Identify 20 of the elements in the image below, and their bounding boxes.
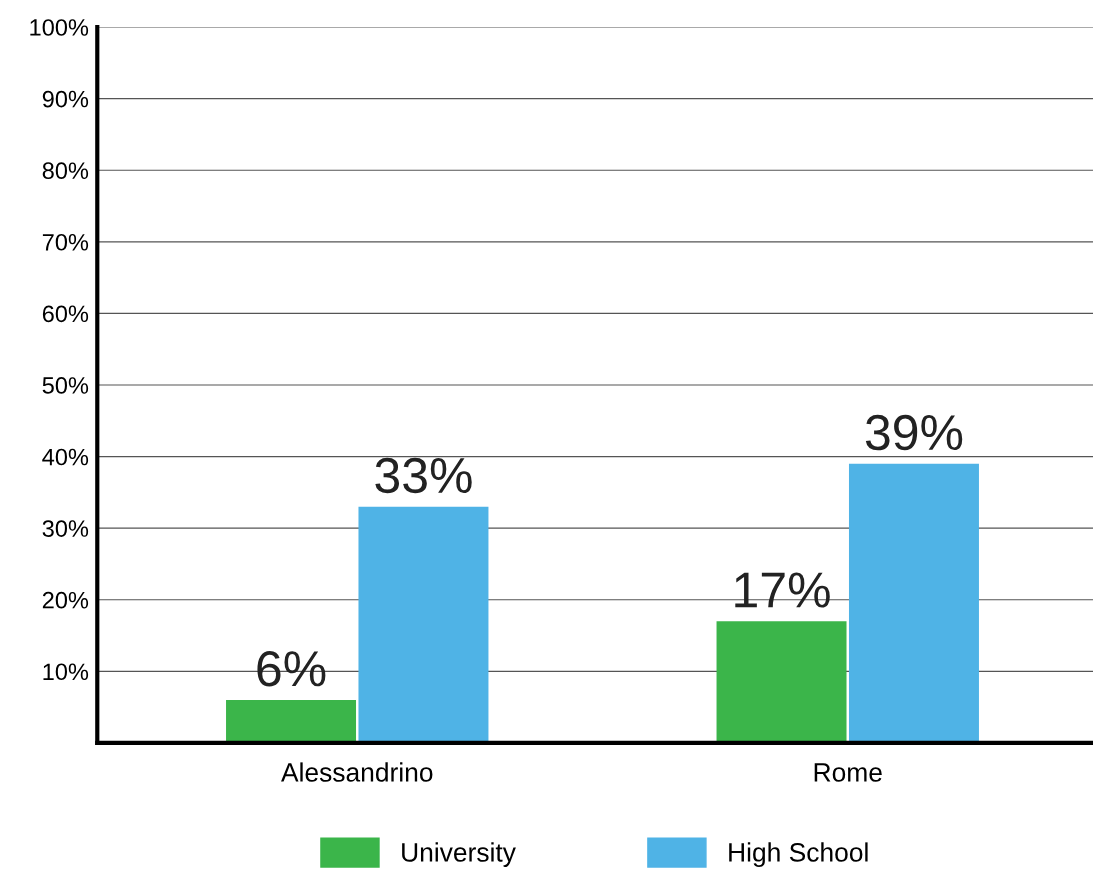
data-label: 39% xyxy=(865,414,963,451)
y-tick-label: 70% xyxy=(42,233,89,251)
y-tick-label: 100% xyxy=(30,19,89,36)
x-tick-label: Rome xyxy=(814,763,882,782)
x-tick-label: Alessandrino xyxy=(281,762,433,782)
data-label: 33% xyxy=(375,457,472,494)
legend-label: University xyxy=(402,842,516,867)
y-tick-label: 50% xyxy=(42,377,89,394)
y-tick-label: 90% xyxy=(42,90,89,108)
bar xyxy=(226,699,357,743)
bar xyxy=(358,506,489,743)
y-tick-label: 30% xyxy=(42,520,89,537)
y-tick-label: 80% xyxy=(42,162,89,180)
y-tick-label: 40% xyxy=(42,448,89,466)
y-tick-label: 10% xyxy=(43,663,89,681)
bar xyxy=(716,621,847,743)
bar xyxy=(848,463,979,743)
y-tick-label: 60% xyxy=(42,305,89,323)
legend-label: High School xyxy=(729,842,868,867)
y-tick-label: 20% xyxy=(42,591,89,609)
